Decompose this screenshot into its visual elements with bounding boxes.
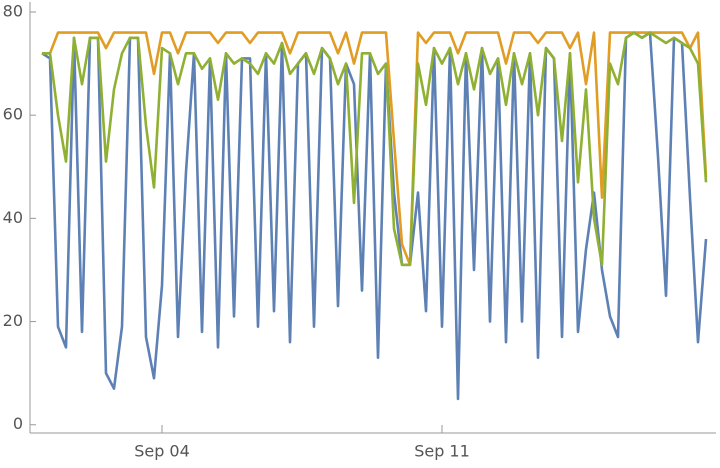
y-tick-label: 80 bbox=[3, 2, 23, 21]
series-line bbox=[42, 31, 708, 267]
series-line bbox=[41, 31, 708, 401]
series-line bbox=[42, 31, 708, 267]
y-tick-label: 20 bbox=[3, 311, 23, 330]
x-tick-label: Sep 11 bbox=[414, 442, 470, 461]
y-tick-label: 0 bbox=[13, 414, 23, 433]
y-tick-label: 60 bbox=[3, 105, 23, 124]
y-tick-label: 40 bbox=[3, 208, 23, 227]
x-tick-label: Sep 04 bbox=[134, 442, 190, 461]
